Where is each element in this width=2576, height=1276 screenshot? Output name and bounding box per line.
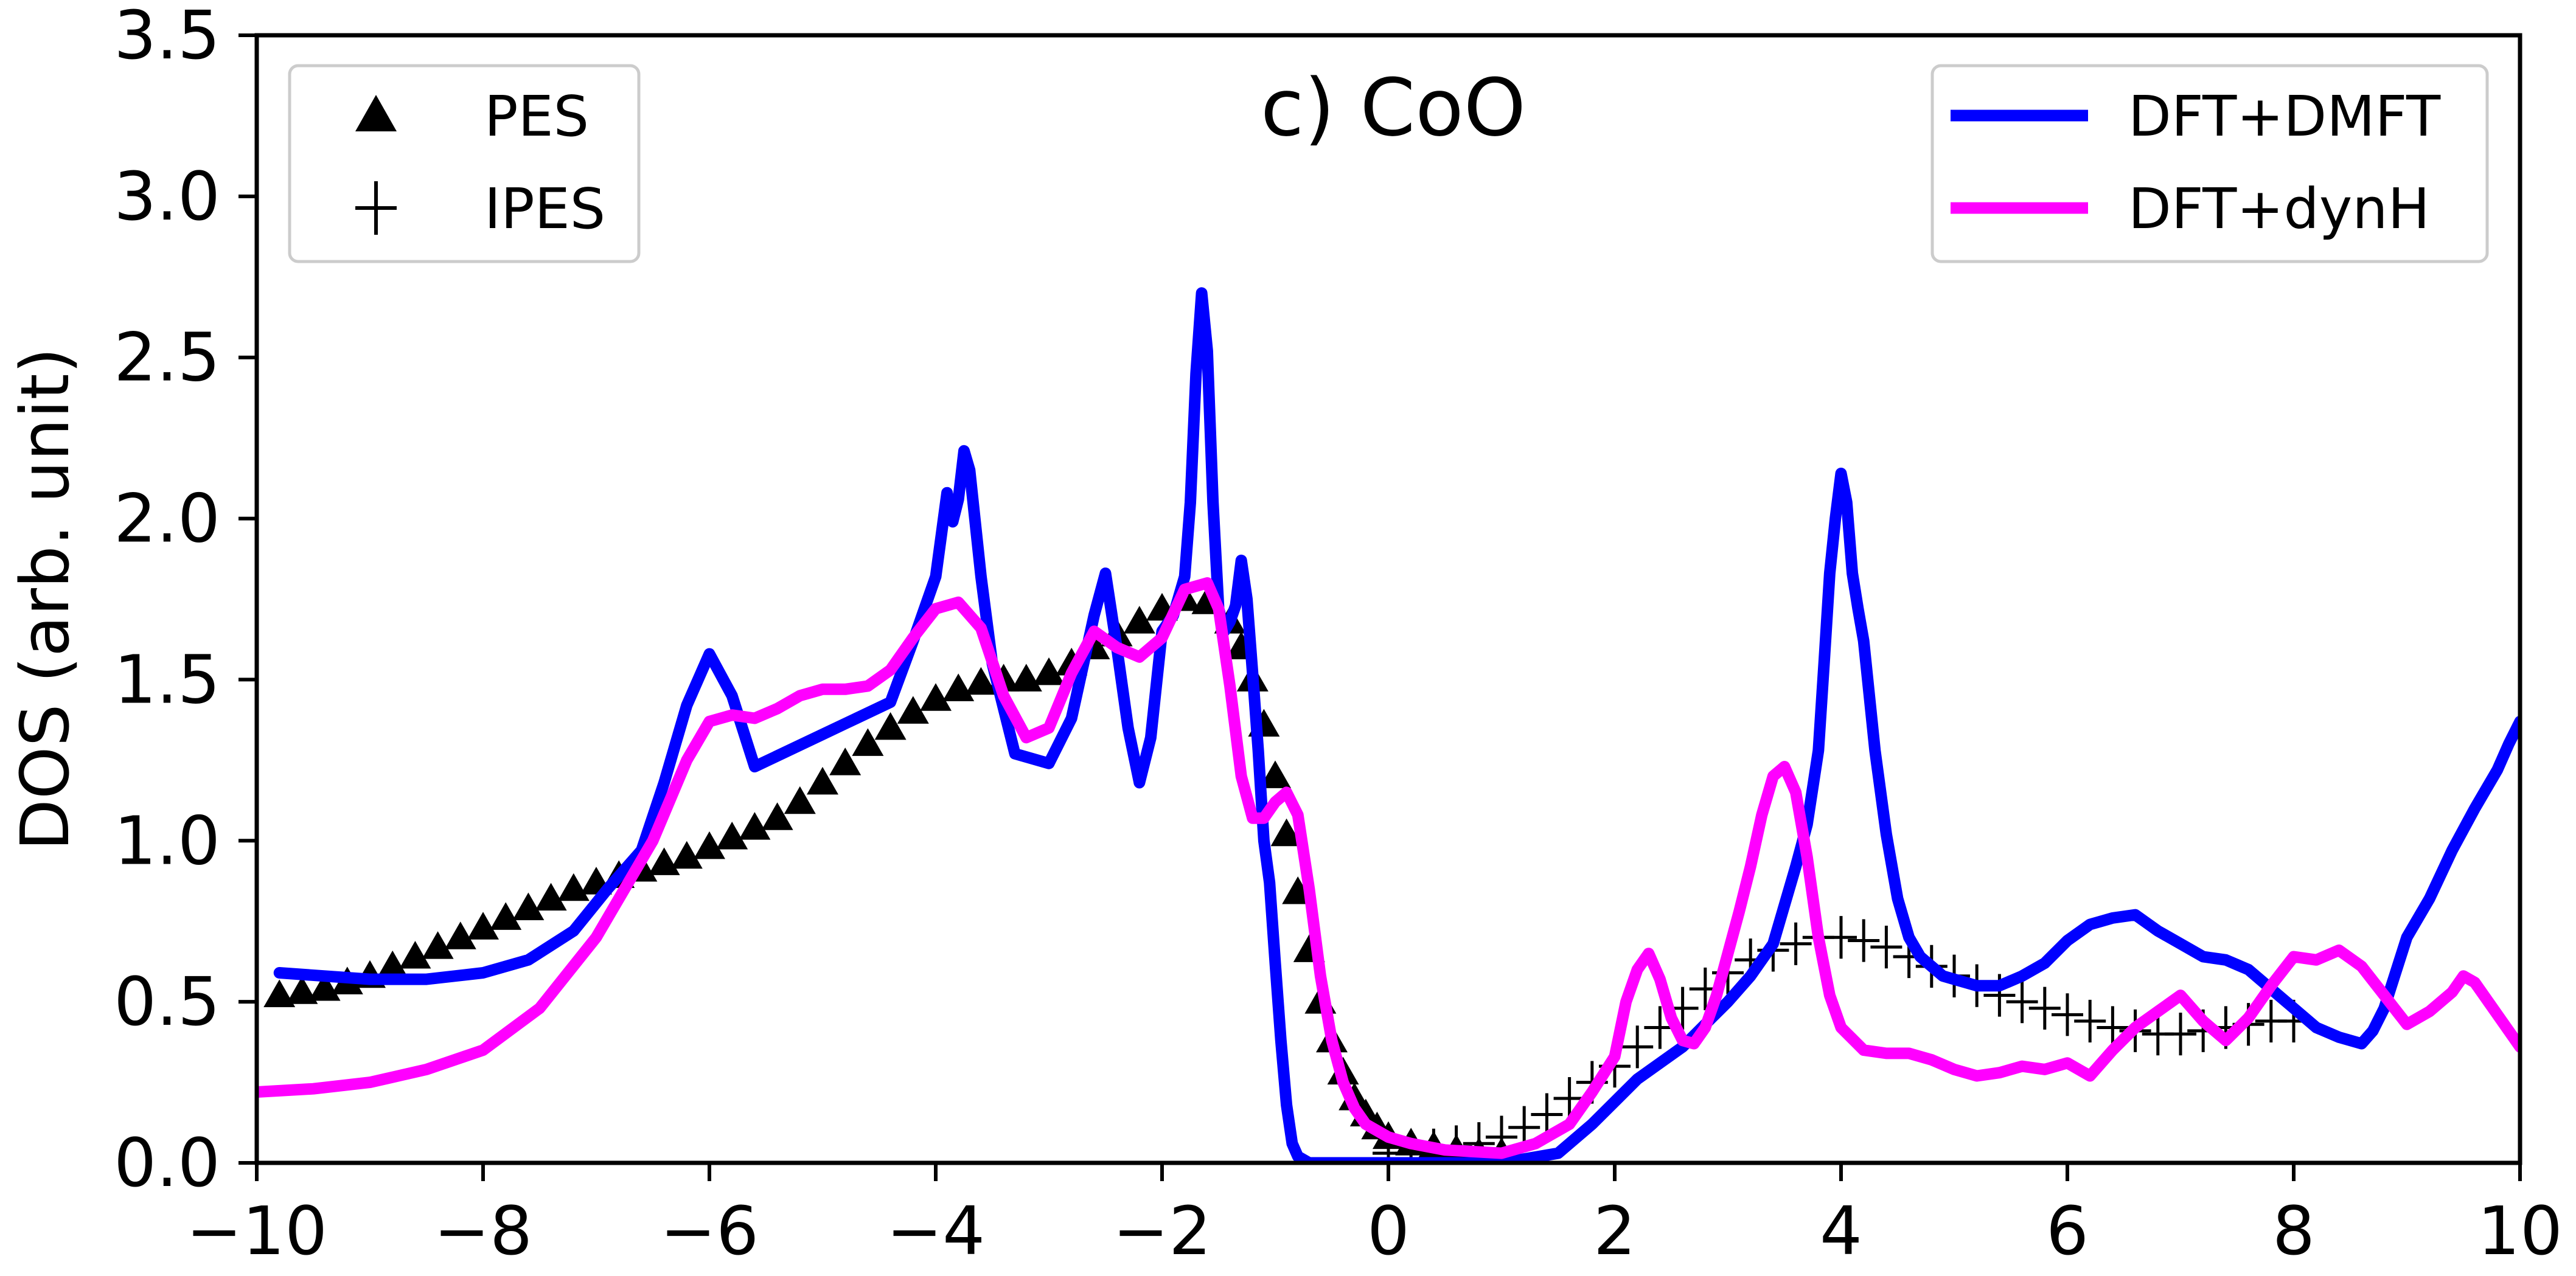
axis-ticks: −10 −8 −6 −4 −2 0 2 4 6 8 10 0.0 0.5 1.0 1.5 2.0 2.5 3.0 3…: [114, 0, 2563, 1270]
y-tick-label: 1.5: [114, 640, 220, 718]
y-tick-label: 3.5: [114, 0, 220, 74]
pes-point: [377, 950, 409, 979]
ipes-point: [1848, 919, 1880, 962]
pes-point: [535, 882, 567, 911]
pes-point: [965, 667, 997, 695]
ipes-point: [1870, 925, 1902, 969]
pes-point: [739, 812, 771, 840]
y-tick-label: 2.0: [114, 480, 220, 558]
ipes-point: [2052, 993, 2083, 1036]
x-tick-label: −10: [186, 1192, 327, 1270]
ipes-point: [1780, 922, 1812, 965]
pes-point: [263, 979, 296, 1008]
legend-calculations: DFT+DMFT DFT+dynH: [1930, 64, 2489, 263]
pes-point: [829, 747, 862, 775]
y-tick-label: 1.0: [114, 802, 220, 879]
y-tick-label: 2.5: [114, 319, 220, 397]
ipes-point: [1553, 1077, 1586, 1120]
pes-point: [1033, 657, 1065, 685]
legend-label: DFT+DMFT: [2128, 84, 2441, 149]
ipes-point: [2006, 980, 2038, 1024]
legend-label: DFT+dynH: [2128, 176, 2430, 241]
pes-point: [716, 821, 748, 850]
x-tick-label: 4: [1820, 1192, 1862, 1270]
legend-ipes-marker: [355, 181, 397, 235]
pes-point: [852, 728, 884, 756]
pes-point: [761, 802, 793, 830]
pes-point: [1259, 760, 1291, 788]
pes-point: [512, 892, 545, 921]
pes-point: [1123, 606, 1155, 634]
pes-point: [490, 902, 522, 930]
pes-point: [286, 976, 318, 1004]
chart-title: c) CoO: [1261, 61, 1526, 154]
x-tick-label: −4: [886, 1192, 985, 1270]
legend-measurements: PES IPES: [288, 64, 641, 263]
ipes-point: [2074, 999, 2106, 1043]
x-tick-label: −2: [1113, 1192, 1211, 1270]
x-tick-label: 6: [2046, 1192, 2089, 1270]
pes-point: [422, 931, 454, 959]
series-dft-dmft-line: [273, 287, 2520, 1163]
x-tick-label: 2: [1593, 1192, 1636, 1270]
ipes-point: [2028, 986, 2061, 1030]
series-ipes: [1373, 916, 2310, 1163]
pes-point: [874, 712, 907, 740]
y-tick-label: 0.5: [114, 963, 220, 1041]
x-tick-label: 8: [2272, 1192, 2315, 1270]
pes-point: [897, 696, 929, 724]
x-tick-label: −8: [434, 1192, 532, 1270]
pes-point: [399, 940, 431, 969]
y-tick-label: 0.0: [114, 1124, 220, 1202]
ipes-point: [1531, 1093, 1563, 1136]
y-tick-label: 3.0: [114, 158, 220, 235]
pes-point: [670, 841, 703, 869]
pes-point: [444, 921, 476, 949]
ipes-point: [1825, 916, 1857, 959]
ipes-point: [2165, 1013, 2196, 1056]
pes-point: [807, 766, 838, 795]
x-tick-label: 0: [1367, 1192, 1410, 1270]
ipes-point: [1621, 1025, 1654, 1069]
pes-point: [467, 912, 499, 940]
x-tick-label: 10: [2477, 1192, 2563, 1270]
legend-pes-marker: [355, 95, 397, 131]
legend-label: IPES: [484, 176, 605, 241]
pes-point: [920, 683, 952, 711]
pes-point: [784, 786, 816, 814]
data-marks: [257, 287, 2520, 1163]
pes-point: [1270, 818, 1303, 847]
x-tick-label: −6: [660, 1192, 759, 1270]
y-axis-label: DOS (arb. unit): [6, 347, 84, 850]
legend-label: PES: [484, 84, 589, 149]
pes-point: [694, 831, 725, 859]
series-dft-dynh-line: [257, 577, 2520, 1159]
ipes-point: [2097, 1006, 2129, 1049]
